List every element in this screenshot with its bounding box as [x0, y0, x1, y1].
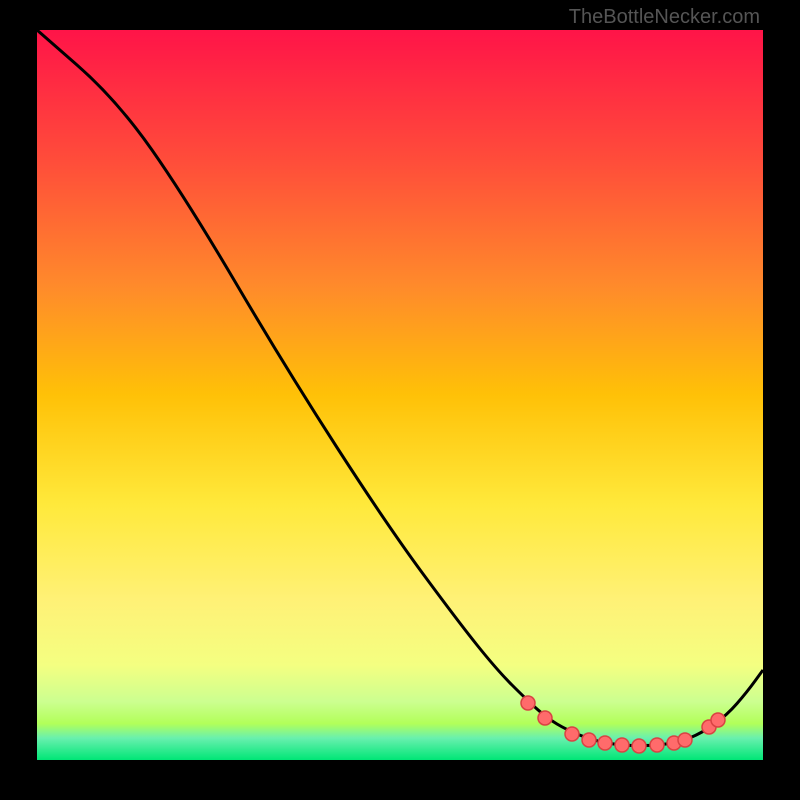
marker-point	[650, 738, 664, 752]
plot-area	[37, 30, 763, 760]
marker-point	[598, 736, 612, 750]
watermark-text: TheBottleNecker.com	[569, 6, 760, 29]
marker-point	[711, 713, 725, 727]
marker-point	[565, 727, 579, 741]
marker-point	[632, 739, 646, 753]
marker-point	[582, 733, 596, 747]
marker-point	[521, 696, 535, 710]
marker-point	[538, 711, 552, 725]
marker-point	[678, 733, 692, 747]
marker-point	[615, 738, 629, 752]
chart-svg	[37, 30, 763, 760]
